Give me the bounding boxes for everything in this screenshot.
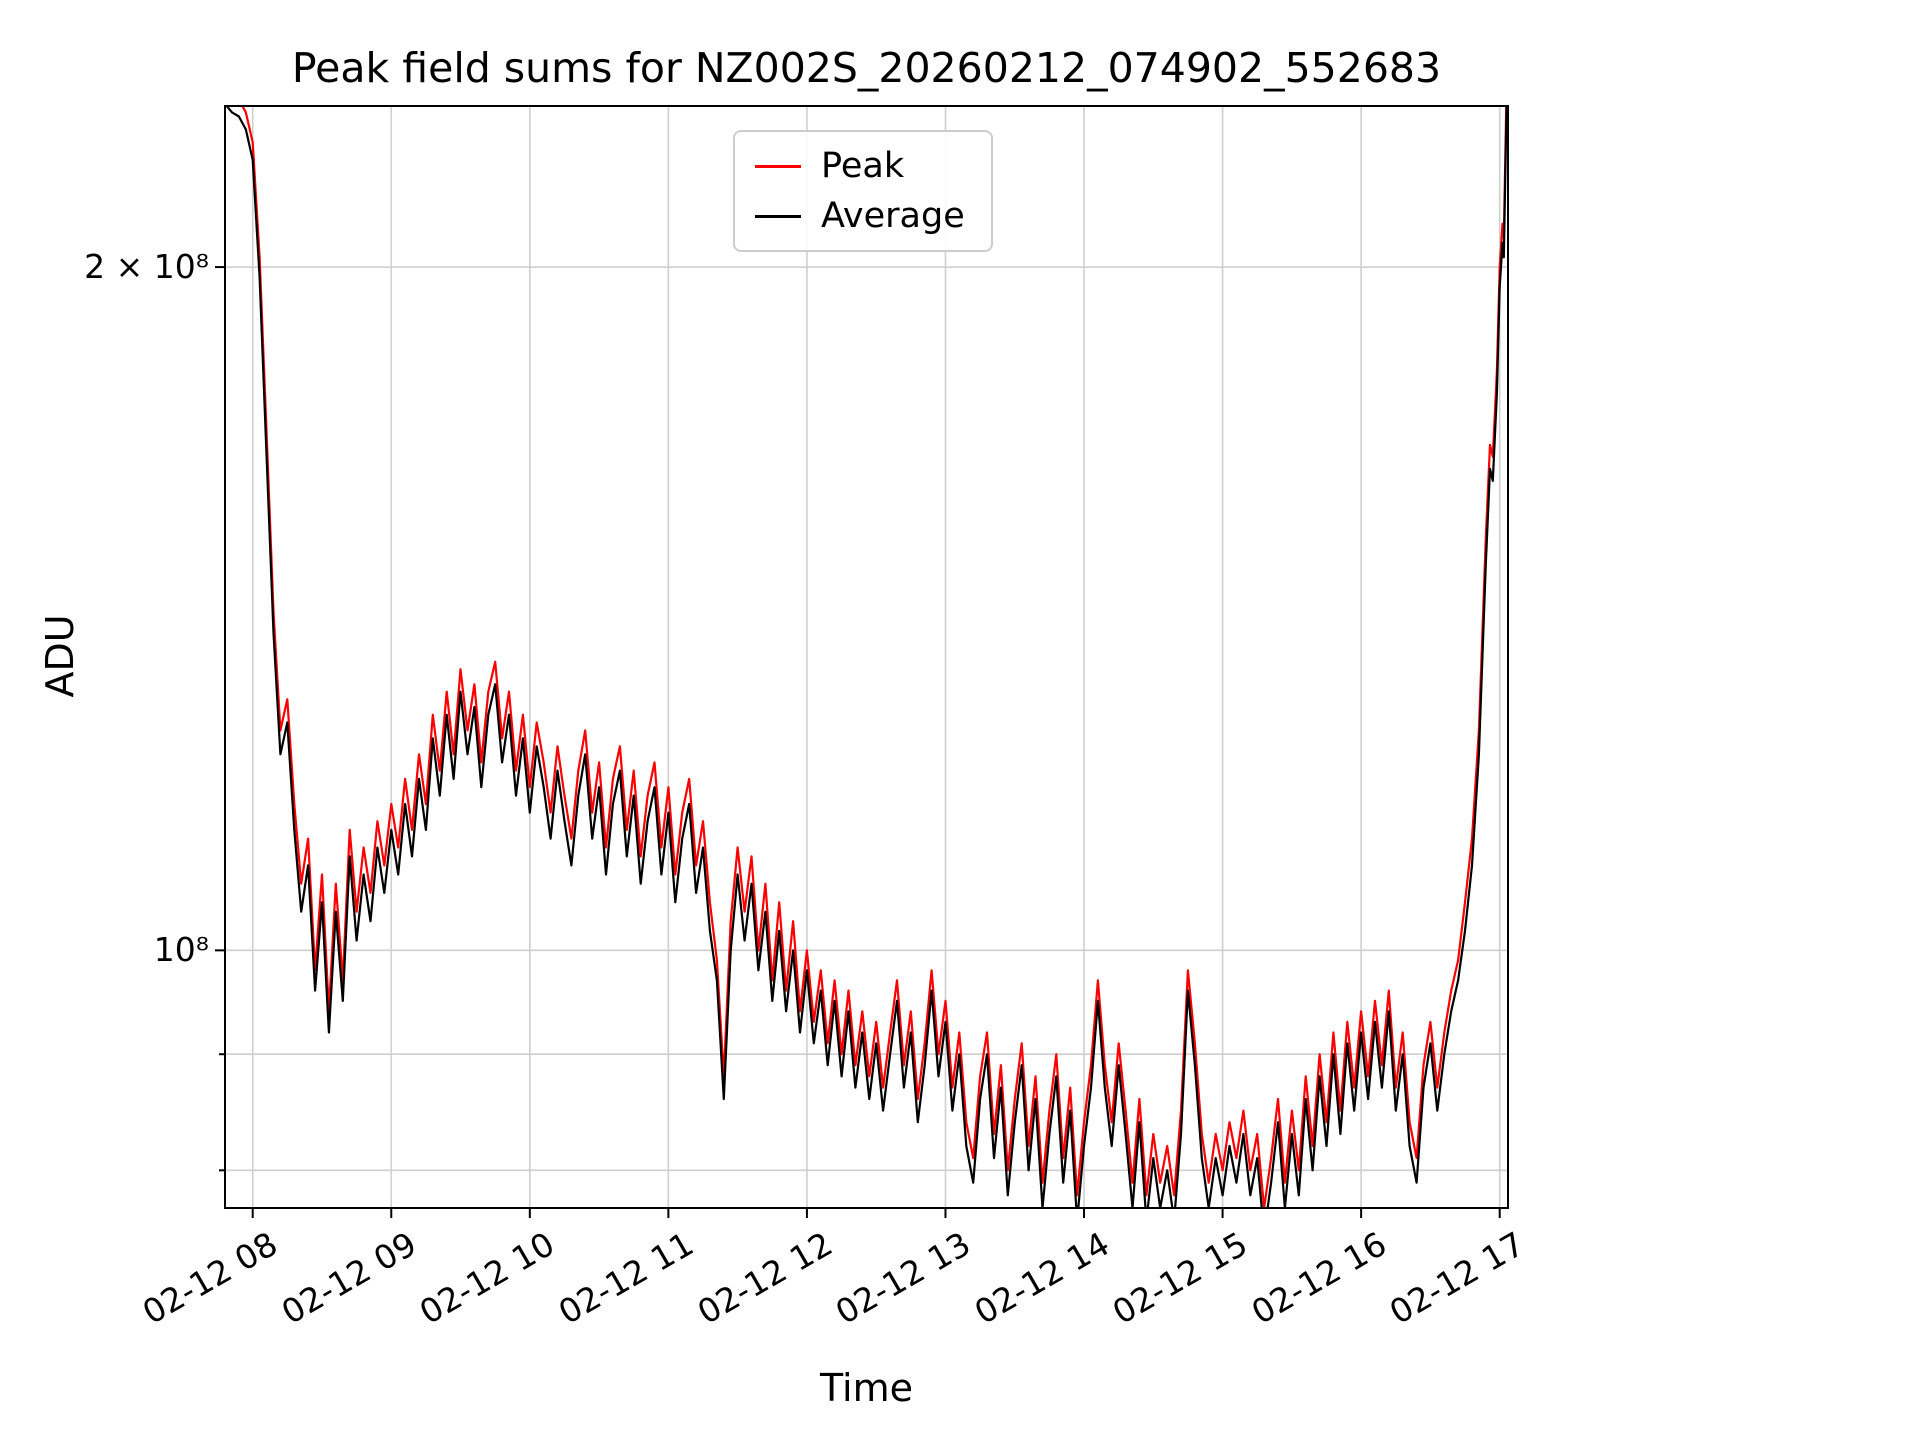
legend-entry-average: Average [755,196,965,236]
legend-line-swatch-average [755,214,801,218]
legend-entry-peak: Peak [755,146,965,186]
y-tick-label: 2 × 10⁸ [84,247,209,287]
plot-border [224,105,1509,1209]
y-axis-label: ADU [38,614,82,698]
x-axis-label: Time [820,1366,913,1410]
series-lines [225,106,1508,1208]
series-line-average [225,106,1508,1208]
legend: Peak Average [733,130,993,252]
series-line-peak [241,106,1508,1208]
legend-label: Peak [821,146,905,186]
y-tick-label: 10⁸ [153,930,209,970]
legend-label: Average [821,196,965,236]
chart-title: Peak field sums for NZ002S_20260212_0749… [291,44,1442,92]
tick-marks [215,266,1501,1218]
legend-line-swatch-peak [755,164,801,168]
